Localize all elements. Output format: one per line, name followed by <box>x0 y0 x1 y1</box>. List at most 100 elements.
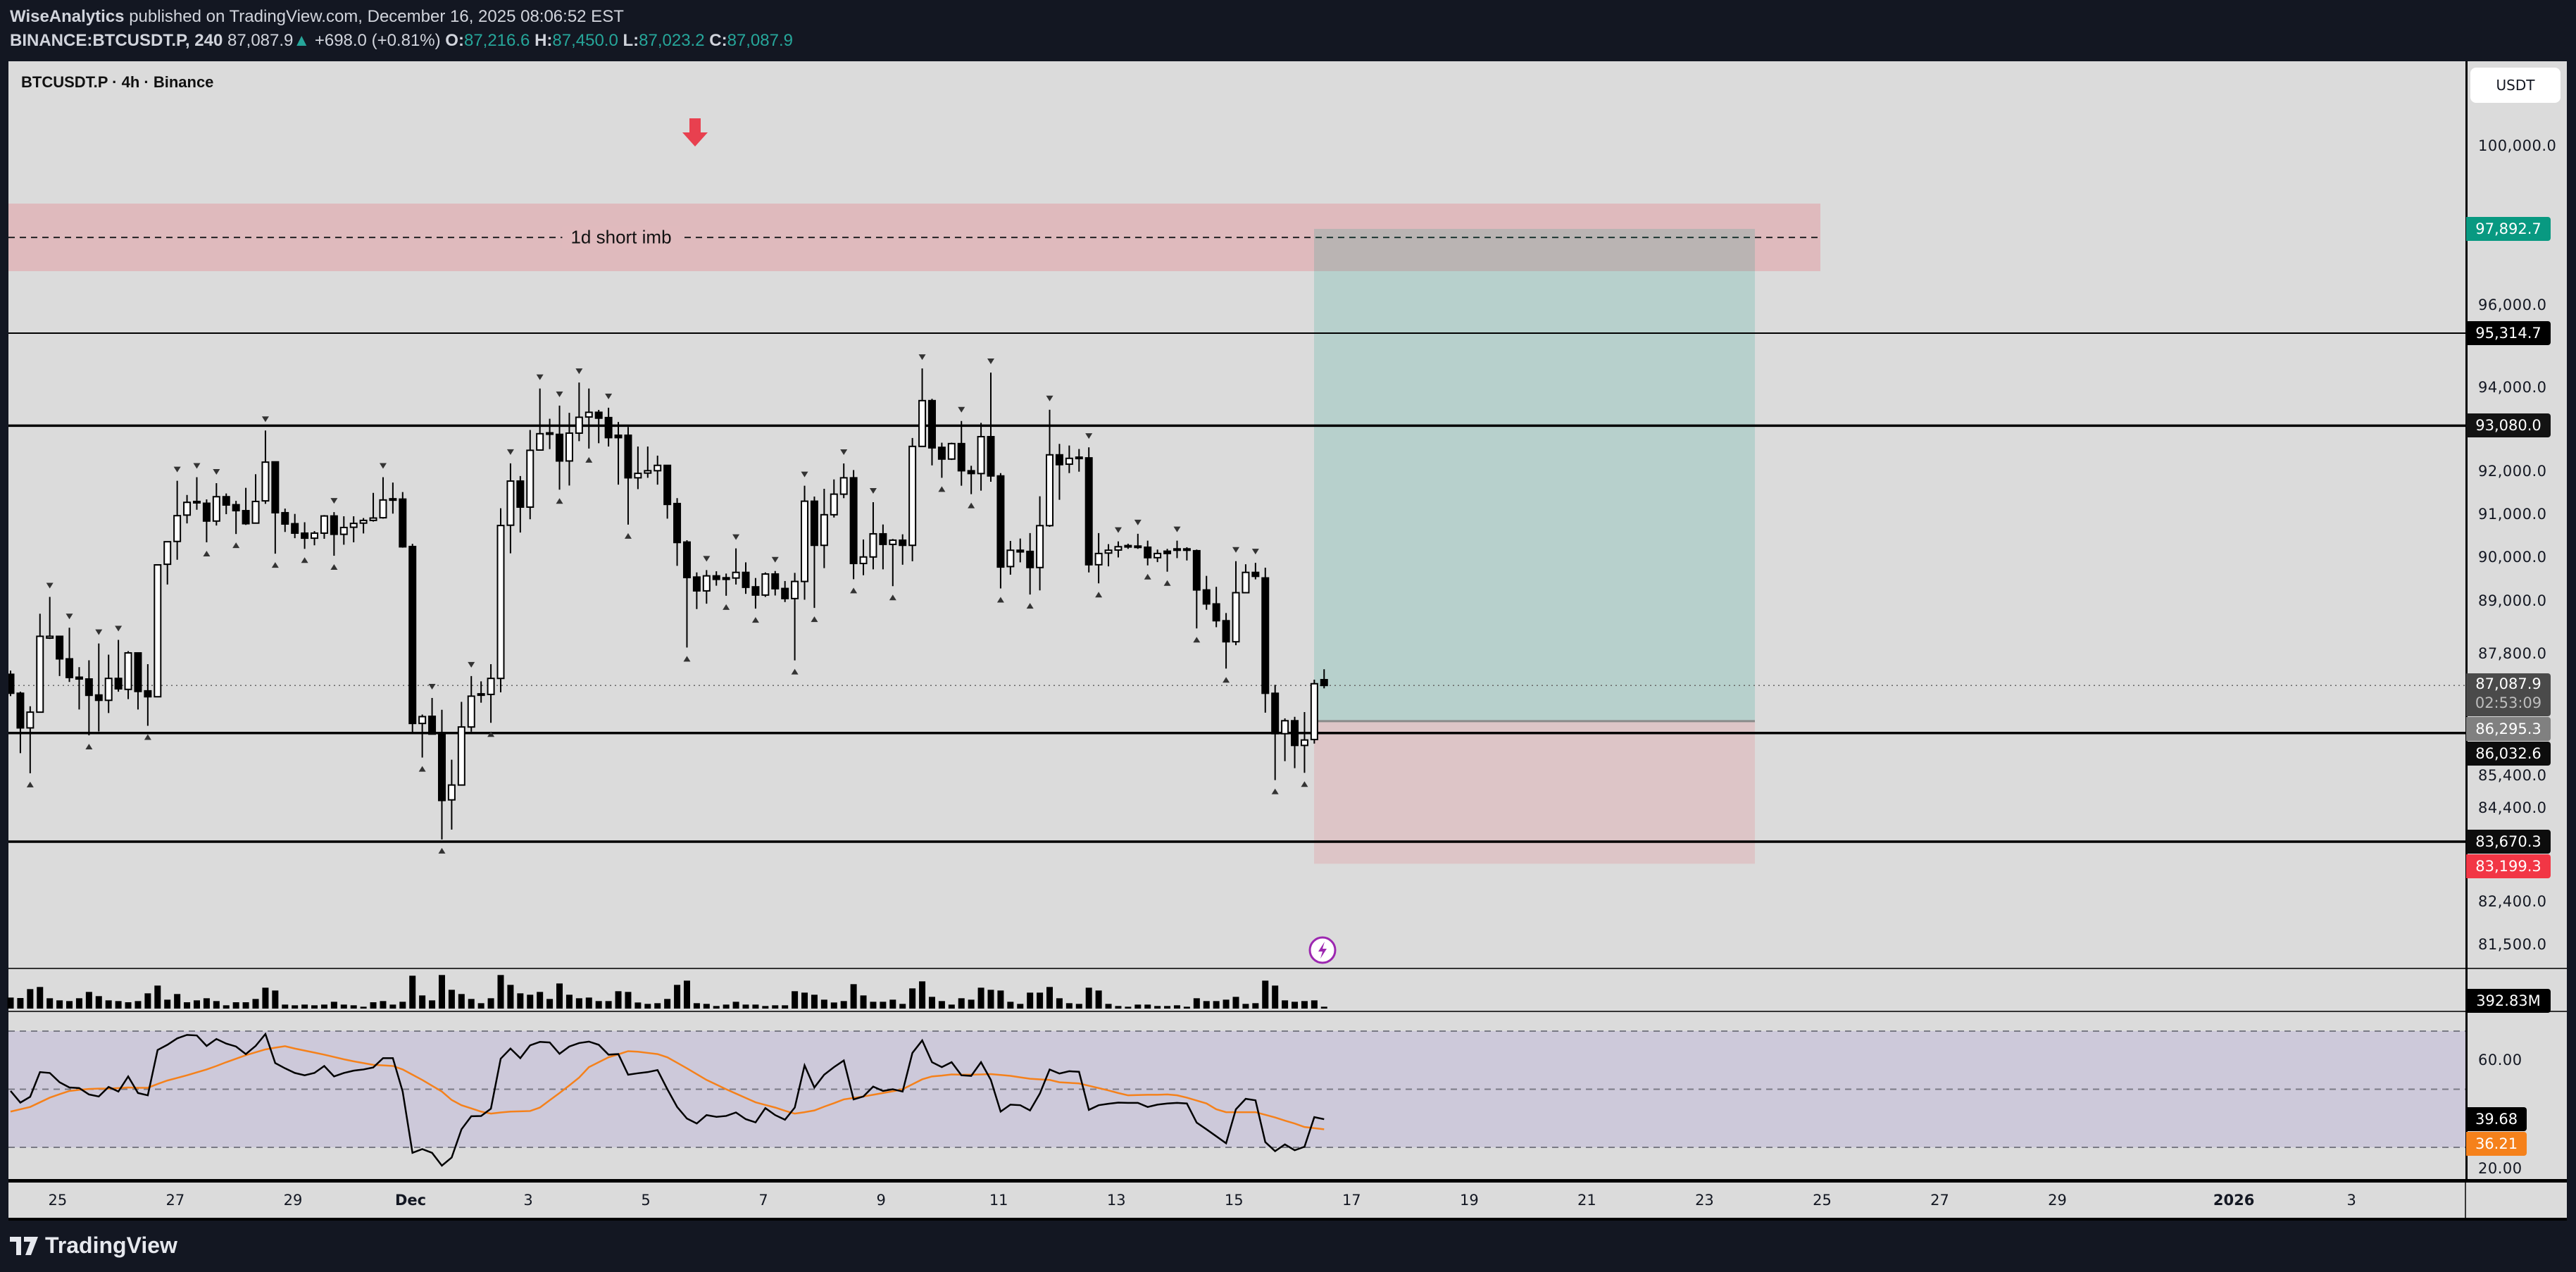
candle-body <box>173 515 182 542</box>
pivot-low-marker <box>996 597 1004 603</box>
pivot-low-marker <box>723 604 730 610</box>
pivot-high-marker <box>330 498 338 504</box>
author-name[interactable]: WiseAnalytics <box>10 7 125 26</box>
candle <box>291 513 299 539</box>
pivot-low-marker <box>438 847 446 854</box>
candle <box>1242 564 1250 594</box>
candle <box>830 479 838 518</box>
candle-body <box>663 464 672 506</box>
pivot-high-marker <box>1046 395 1053 401</box>
price-axis-badge: 83,670.3 <box>2466 830 2551 854</box>
candle-body <box>222 496 230 506</box>
volume-bar <box>1223 999 1230 1009</box>
volume-bar <box>1095 990 1102 1009</box>
candle <box>320 515 328 539</box>
chart-panel[interactable] <box>8 61 2567 1218</box>
candle <box>1232 561 1240 646</box>
volume-bar <box>830 1002 837 1009</box>
volume-bar <box>1105 1004 1112 1009</box>
candle <box>624 427 632 525</box>
high-label: H: <box>534 31 553 50</box>
time-tick-label: 19 <box>1459 1192 1479 1209</box>
candle <box>889 539 897 587</box>
price-tick-label: 94,000.0 <box>2478 378 2547 396</box>
candle-body <box>987 435 995 477</box>
candle-body <box>134 651 142 692</box>
volume-bar <box>1292 1002 1299 1009</box>
imbalance-zone-label[interactable]: 1d short imb <box>562 226 680 249</box>
volume-bar <box>615 991 622 1009</box>
currency-selector[interactable]: USDT <box>2470 68 2561 103</box>
volume-bar <box>311 1005 318 1009</box>
tradingview-logo[interactable]: TradingView <box>10 1233 177 1259</box>
pivot-high-marker <box>1134 519 1142 525</box>
candle-body <box>1144 546 1152 559</box>
candle <box>16 691 25 754</box>
candle-body <box>644 470 652 474</box>
volume-bar <box>664 999 671 1009</box>
volume-pane <box>7 975 1327 1009</box>
volume-bar <box>889 999 896 1009</box>
pivot-low-marker <box>1095 592 1103 598</box>
candle <box>389 482 397 514</box>
volume-bar <box>1193 998 1200 1009</box>
price-tick-label: 91,000.0 <box>2478 505 2547 523</box>
candle-body <box>330 515 338 535</box>
volume-bar <box>370 1002 377 1009</box>
volume-bar <box>634 1002 642 1009</box>
candle <box>820 488 828 568</box>
candle <box>536 388 544 451</box>
volume-bar <box>1075 1004 1082 1009</box>
candle-body <box>496 525 505 680</box>
lightning-icon[interactable] <box>1308 936 1337 964</box>
candle <box>947 442 956 461</box>
candle <box>516 475 525 533</box>
pivot-high-marker <box>379 463 387 469</box>
candle <box>1094 532 1103 584</box>
candle-body <box>839 477 848 495</box>
candle-body <box>742 571 750 588</box>
candle-body <box>702 575 711 592</box>
volume-bar <box>997 990 1004 1009</box>
volume-bar <box>1037 992 1044 1009</box>
candle <box>330 512 338 556</box>
candle-body <box>584 411 593 418</box>
candle-body <box>301 532 309 540</box>
volume-bar <box>429 1000 436 1009</box>
time-tick-label: 29 <box>2048 1192 2067 1209</box>
pivot-low-marker <box>85 744 93 750</box>
candle-body <box>85 678 93 697</box>
time-tick-label: 27 <box>165 1192 185 1209</box>
candle-body <box>751 586 760 596</box>
candle <box>437 709 446 840</box>
pivot-high-marker <box>1085 433 1093 439</box>
candle-body <box>1281 720 1289 735</box>
volume-bar <box>683 980 690 1009</box>
pivot-low-marker <box>624 532 632 539</box>
volume-bar <box>477 1003 484 1009</box>
candle-body <box>75 676 83 680</box>
candle <box>192 477 201 510</box>
volume-bar <box>968 999 975 1009</box>
candles-layer <box>8 354 1328 854</box>
candle <box>1271 685 1280 780</box>
candle-body <box>242 510 250 525</box>
volume-bar <box>850 984 857 1009</box>
pivot-low-marker <box>811 616 818 623</box>
volume-bar <box>419 995 426 1009</box>
candle <box>1251 563 1260 580</box>
candle-body <box>192 500 201 504</box>
time-tick-label: 27 <box>1930 1192 1949 1209</box>
volume-bar <box>1115 1006 1122 1009</box>
pivot-high-marker <box>771 556 779 563</box>
pivot-high-marker <box>732 534 740 540</box>
pivot-high-marker <box>506 449 514 455</box>
pivot-high-marker <box>1251 549 1259 555</box>
candle-body <box>801 500 809 582</box>
candle <box>1173 540 1181 559</box>
position-loss-zone <box>1314 721 1755 864</box>
candle <box>281 509 289 532</box>
candle-body <box>94 694 103 702</box>
pivot-high-marker <box>261 416 269 423</box>
